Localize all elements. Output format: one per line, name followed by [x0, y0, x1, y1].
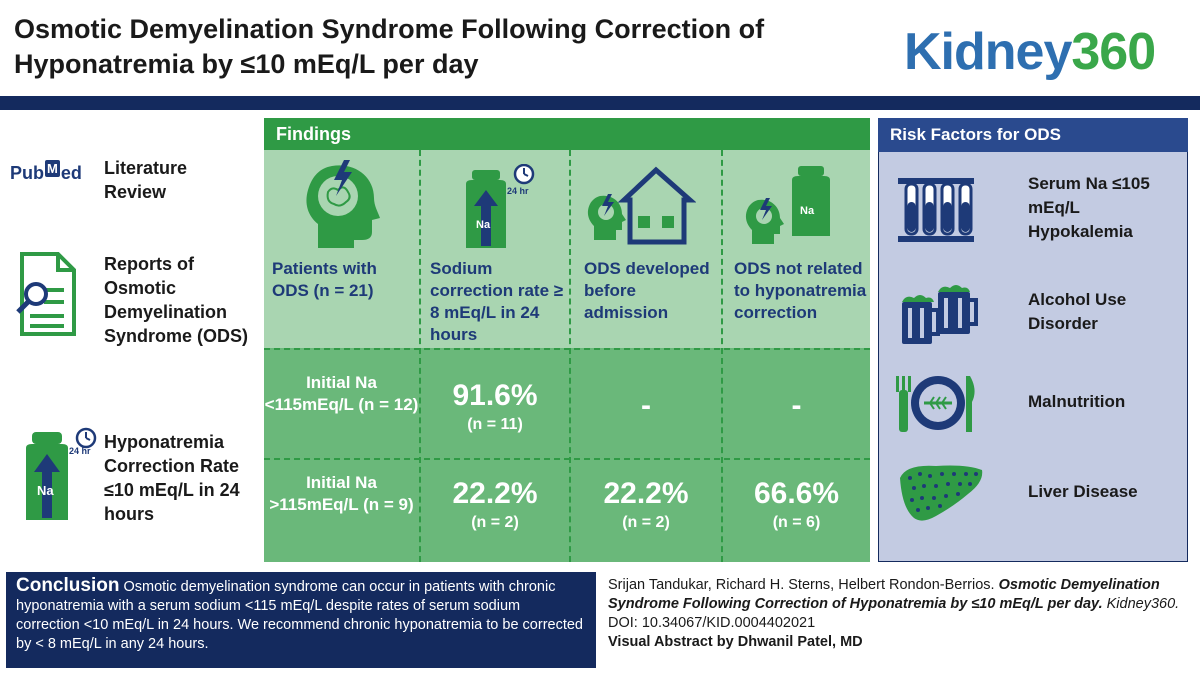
row-label-under-115: Initial Na <115mEq/L (n = 12): [264, 373, 419, 414]
logo-kidney: Kidney: [904, 23, 1072, 81]
head-brain-bolt-icon: [302, 158, 382, 250]
risk-factor-serum-na: Serum Na ≤105 mEq/L Hypokalemia: [1028, 174, 1150, 241]
grid-line: [264, 348, 870, 350]
risk-factor-alcohol: Alcohol Use Disorder: [1028, 290, 1127, 333]
grid-line: [264, 458, 870, 460]
findings-col-correction-rate: Sodium correction rate ≥ 8 mEq/L in 24 h…: [430, 259, 564, 344]
risk-factor-malnutrition: Malnutrition: [1028, 392, 1126, 411]
sodium-shaker-icon: [462, 164, 542, 250]
findings-heading: Findings: [264, 118, 870, 150]
risk-factors-heading: Risk Factors for ODS: [878, 118, 1188, 152]
cell-row2-col4: 66.6% (n = 6): [753, 477, 840, 531]
citation-authors: Srijan Tandukar, Richard H. Sterns, Helb…: [608, 577, 995, 593]
correction-rate-label: Hyponatremia Correction Rate ≤10 mEq/L i…: [104, 432, 240, 524]
head-house-icon: [586, 166, 696, 248]
logo-360: 360: [1071, 23, 1156, 81]
timer-label: 24 hr: [69, 446, 91, 456]
timer-label: 24 hr: [507, 186, 529, 196]
reports-label: Reports of Osmotic Demyelination Syndrom…: [104, 254, 249, 346]
findings-col-patients: Patients with ODS (n = 21): [272, 259, 377, 300]
literature-review-label: Literature Review: [104, 158, 188, 202]
beer-mugs-icon: [896, 282, 982, 348]
visual-abstract-credit: Visual Abstract by Dhwanil Patel, MD: [608, 634, 863, 650]
cell-row2-col2: 22.2% (n = 2): [452, 477, 538, 531]
citation-journal: Kidney360.: [1106, 596, 1180, 612]
na-label: Na: [476, 219, 491, 231]
document-search-icon: [14, 250, 84, 338]
conclusion-text: Osmotic demyelination syndrome can occur…: [16, 579, 583, 652]
conclusion-heading: Conclusion: [16, 575, 120, 596]
header-divider: [0, 96, 1200, 110]
risk-factor-liver: Liver Disease: [1028, 482, 1138, 501]
citation-doi: DOI: 10.34067/KID.0004402021: [608, 615, 816, 631]
cell-row2-col3: 22.2% (n = 2): [603, 477, 689, 531]
conclusion-box: Conclusion Osmotic demyelination syndrom…: [6, 572, 596, 668]
na-label: Na: [800, 205, 815, 217]
cell-row1-col2: 91.6% (n = 11): [452, 379, 538, 433]
na-label: Na: [37, 483, 54, 498]
plate-utensils-icon: [892, 372, 982, 434]
findings-col-before-admission: ODS developed before admission: [584, 259, 710, 322]
cell-row1-col4: -: [791, 389, 802, 422]
row-label-over-115: Initial Na >115mEq/L (n = 9): [269, 473, 414, 514]
journal-logo: Kidney360: [904, 22, 1156, 82]
grid-line: [419, 150, 421, 562]
grid-line: [569, 150, 571, 562]
test-tubes-icon: [896, 176, 976, 246]
citation-title: Osmotic Demyelination Syndrome Following…: [608, 577, 1160, 612]
head-shaker-icon: [744, 164, 844, 248]
sodium-shaker-timer-icon: [20, 426, 100, 526]
citation: Srijan Tandukar, Richard H. Sterns, Helb…: [608, 576, 1188, 652]
cell-row1-col3: -: [641, 389, 651, 422]
findings-col-not-related: ODS not related to hyponatremia correcti…: [734, 259, 867, 322]
grid-line: [721, 150, 723, 562]
liver-icon: [896, 460, 986, 526]
page-title: Osmotic Demyelination Syndrome Following…: [14, 14, 765, 79]
